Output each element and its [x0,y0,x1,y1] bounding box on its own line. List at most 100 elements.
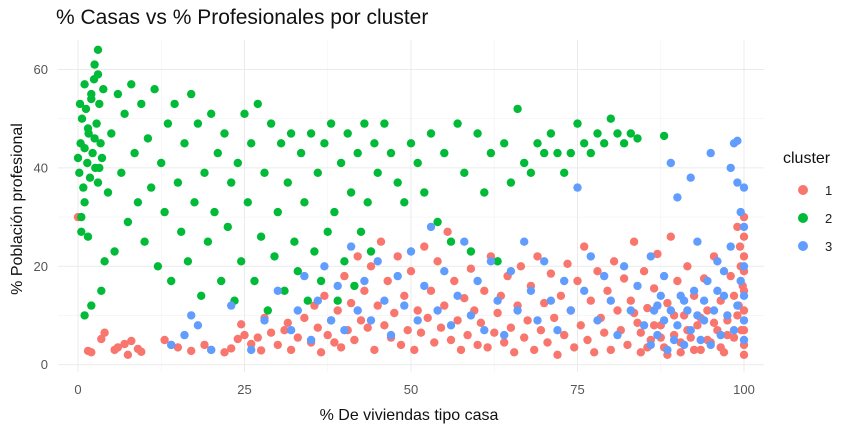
point-cluster-1 [410,345,419,355]
y-axis-label: % Población profesional [9,123,26,295]
point-cluster-1 [350,335,359,345]
point-cluster-2 [350,281,359,291]
y-tick-label: 60 [34,62,48,77]
point-cluster-2 [113,89,123,99]
point-cluster-1 [703,306,712,315]
point-cluster-3 [600,271,609,281]
point-cluster-3 [693,311,702,320]
point-cluster-2 [77,114,87,123]
point-cluster-1 [500,338,509,347]
point-cluster-2 [96,139,105,148]
point-cluster-2 [117,168,126,177]
point-cluster-1 [483,343,492,352]
point-cluster-2 [85,173,95,182]
point-cluster-2 [533,139,542,148]
point-cluster-1 [633,318,642,327]
point-cluster-2 [83,158,92,168]
point-cluster-2 [217,276,226,286]
point-cluster-3 [326,316,336,325]
point-cluster-1 [466,264,476,273]
point-cluster-1 [583,335,592,345]
point-cluster-3 [619,262,629,271]
point-cluster-1 [540,298,549,308]
point-cluster-3 [739,335,749,345]
point-cluster-2 [95,163,104,173]
point-cluster-3 [669,335,679,345]
point-cluster-1 [523,316,532,325]
point-cluster-3 [613,330,622,340]
point-cluster-1 [323,330,332,340]
point-cluster-3 [386,330,396,340]
point-cluster-1 [563,259,572,268]
point-cluster-2 [97,286,106,295]
point-cluster-2 [540,148,549,158]
point-cluster-1 [300,313,309,323]
point-cluster-2 [260,168,269,177]
point-cluster-1 [453,316,462,325]
point-cluster-2 [200,168,209,177]
point-cluster-1 [516,262,526,271]
point-cluster-1 [739,306,749,315]
point-cluster-2 [363,198,372,207]
point-cluster-2 [140,237,149,246]
point-cluster-1 [476,318,486,327]
x-tick-label: 100 [733,382,755,397]
x-tick-label: 25 [237,382,251,397]
point-cluster-3 [709,306,719,315]
point-cluster-1 [609,257,619,266]
point-cluster-2 [223,222,232,232]
point-cluster-1 [97,334,106,344]
point-cluster-3 [739,316,749,325]
point-cluster-1 [716,343,725,352]
point-cluster-1 [573,276,582,286]
point-cluster-2 [256,232,266,241]
point-cluster-3 [406,247,416,256]
point-cluster-2 [95,99,104,109]
point-cluster-1 [493,308,502,318]
point-cluster-1 [247,339,256,349]
chart-title: % Casas vs % Profesionales por cluster [56,6,429,29]
point-cluster-2 [203,237,213,246]
point-cluster-2 [130,148,139,158]
point-cluster-2 [266,119,276,128]
point-cluster-2 [93,45,103,54]
point-cluster-2 [88,148,97,158]
point-cluster-3 [520,237,529,246]
point-cluster-2 [513,104,522,114]
point-cluster-2 [237,257,246,266]
point-cluster-2 [75,99,85,109]
x-axis-label: % De viviendas tipo casa [320,407,499,424]
point-cluster-2 [573,119,582,128]
point-cluster-3 [346,242,356,251]
point-cluster-3 [733,301,742,310]
point-cluster-1 [403,326,412,335]
point-cluster-1 [629,237,639,246]
point-cluster-3 [453,291,462,300]
point-cluster-2 [127,80,136,89]
point-cluster-1 [623,340,632,350]
point-cluster-2 [93,70,103,79]
point-cluster-2 [92,119,101,128]
point-cluster-2 [526,168,536,177]
legend-items: 1 2 3 [783,176,832,260]
point-cluster-1 [586,296,595,305]
point-cluster-1 [316,348,326,357]
point-cluster-2 [613,129,622,138]
point-cluster-2 [90,60,99,69]
point-cluster-3 [673,193,682,202]
point-cluster-3 [466,311,476,320]
point-cluster-1 [123,350,133,359]
point-cluster-3 [666,158,675,168]
legend-item-1: 1 [783,176,832,204]
point-cluster-2 [160,207,169,217]
point-cluster-1 [696,345,705,355]
point-cluster-1 [280,326,289,335]
point-cluster-2 [306,129,316,138]
point-cluster-2 [187,89,196,99]
data-points [73,45,749,359]
point-cluster-1 [433,257,442,266]
point-cluster-1 [643,303,652,313]
point-cluster-2 [366,247,376,256]
point-cluster-2 [80,80,89,89]
legend-item-3: 3 [783,232,832,260]
